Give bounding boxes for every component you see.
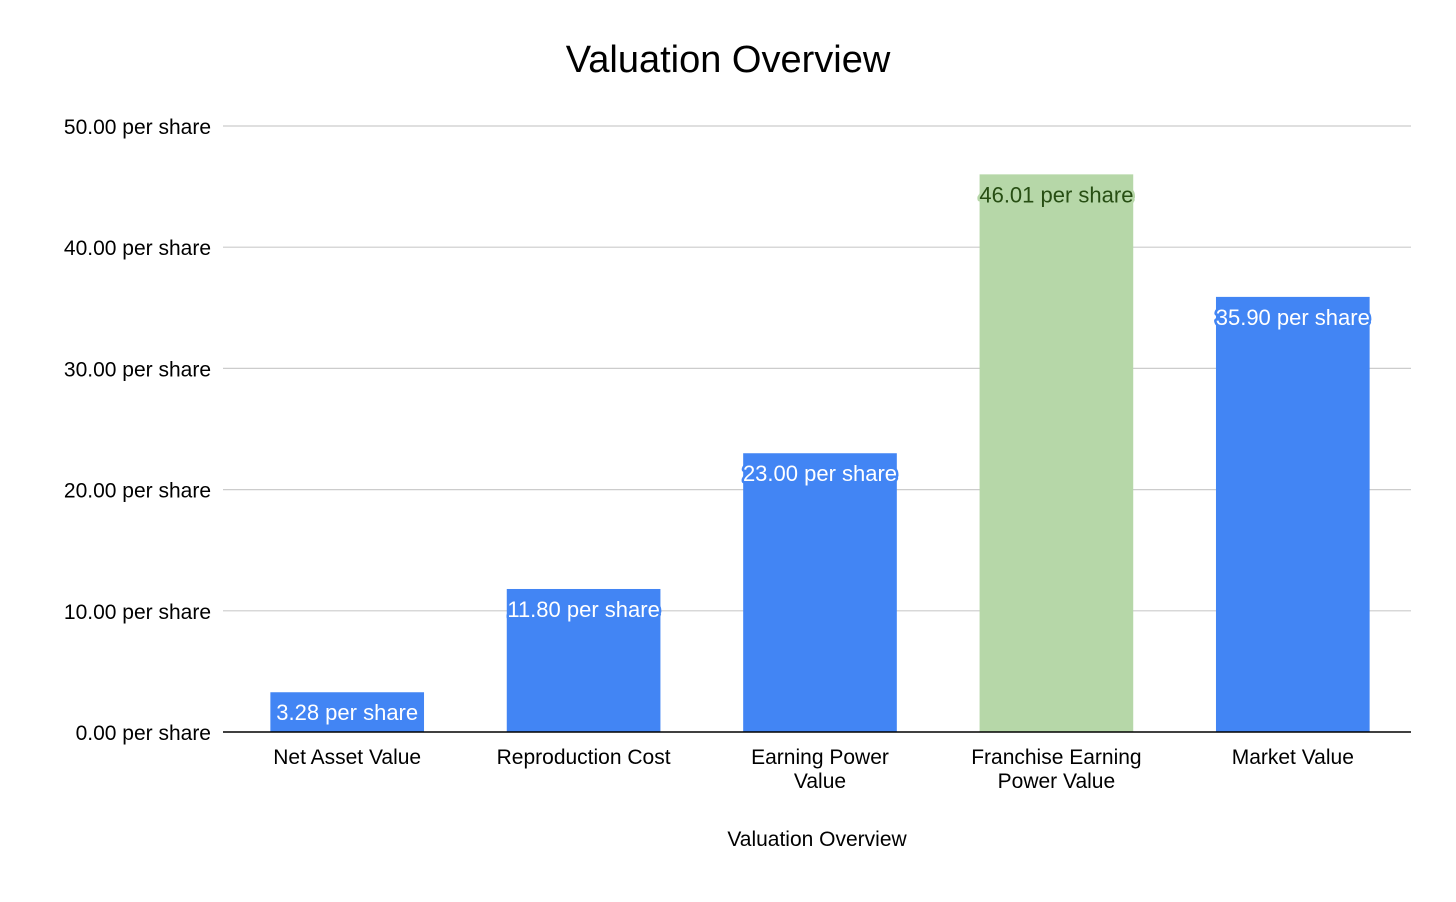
y-tick-label: 40.00 per share	[64, 237, 211, 260]
x-tick-label: Net Asset Value	[273, 746, 421, 769]
data-label: 35.90 per share	[1216, 305, 1370, 330]
x-tick-label: Earning Power	[751, 746, 889, 769]
y-tick-label: 0.00 per share	[76, 722, 211, 745]
x-axis-ticks: Net Asset Value Reproduction Cost Earning …	[273, 746, 1354, 793]
data-label: 11.80 per share	[507, 597, 659, 622]
y-tick-label: 30.00 per share	[64, 358, 211, 381]
x-tick-label: Franchise Earning	[971, 746, 1141, 769]
data-labels: 3.28 per share 11.80 per share 23.00 per s…	[274, 180, 1373, 728]
x-tick-label: Reproduction Cost	[497, 746, 671, 769]
y-tick-label: 20.00 per share	[64, 480, 211, 503]
bar	[506, 588, 661, 732]
bar	[743, 453, 897, 732]
y-axis-ticks: 0.00 per share 10.00 per share 20.00 per s…	[64, 116, 211, 745]
chart-title: Valuation Overview	[566, 39, 891, 81]
y-tick-label: 10.00 per share	[64, 601, 211, 624]
bars	[270, 174, 1370, 733]
bar	[1215, 296, 1370, 732]
y-tick-label: 50.00 per share	[64, 116, 211, 139]
bar	[979, 174, 1134, 733]
data-label: 46.01 per share	[979, 182, 1133, 207]
x-axis-title: Valuation Overview	[727, 828, 907, 851]
bar	[270, 692, 425, 732]
data-label: 3.28 per share	[276, 700, 418, 725]
data-label: 23.00 per share	[743, 461, 897, 486]
x-tick-label: Value	[794, 770, 846, 793]
x-tick-label: Power Value	[998, 770, 1116, 793]
gridlines	[223, 125, 1411, 612]
x-tick-label: Market Value	[1232, 746, 1354, 769]
